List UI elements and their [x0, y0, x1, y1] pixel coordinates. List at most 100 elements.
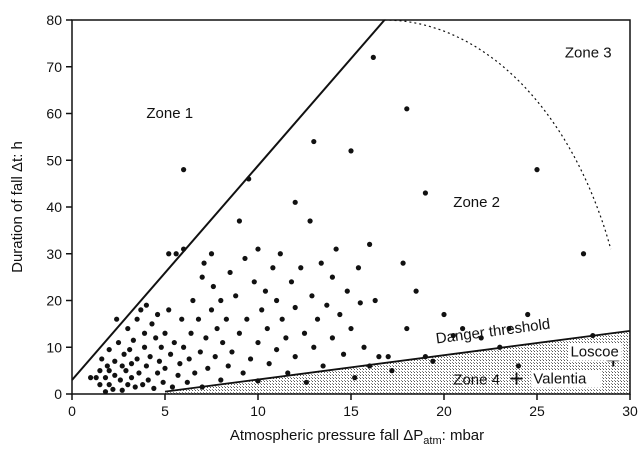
- data-point: [147, 354, 153, 360]
- x-tick-label: 10: [250, 403, 266, 419]
- data-point: [404, 325, 410, 332]
- zone-1-boundary-line: [71, 19, 386, 381]
- data-point: [352, 375, 358, 381]
- station-label-background: [568, 343, 622, 361]
- data-point: [102, 389, 109, 395]
- data-point: [385, 354, 391, 360]
- data-point: [292, 199, 298, 205]
- data-point: [138, 307, 144, 313]
- data-point: [279, 316, 285, 322]
- data-point: [329, 274, 335, 280]
- data-point: [179, 316, 185, 322]
- data-point: [270, 265, 276, 271]
- data-point: [106, 346, 112, 353]
- x-tick-label: 15: [343, 403, 359, 419]
- zone-label: Zone 3: [565, 44, 612, 61]
- station-markers: Loscoe Valentia: [510, 343, 622, 388]
- data-point: [389, 368, 395, 374]
- data-point: [110, 386, 116, 392]
- x-tick-label: 25: [529, 403, 545, 419]
- data-point: [450, 332, 456, 339]
- data-point: [266, 361, 272, 367]
- data-point: [255, 246, 261, 252]
- data-point: [348, 148, 354, 154]
- data-point: [329, 335, 335, 341]
- x-tick-label: 20: [436, 403, 452, 419]
- data-point: [361, 344, 367, 350]
- data-point: [337, 311, 343, 318]
- x-axis-label-main: Atmospheric pressure fall ΔP: [230, 427, 423, 444]
- data-point: [301, 330, 308, 336]
- data-point: [506, 325, 512, 332]
- data-point: [128, 375, 135, 381]
- x-axis-label-subscript: atm: [423, 435, 441, 447]
- x-tick-label: 30: [622, 403, 638, 419]
- data-point: [288, 279, 295, 285]
- data-point: [130, 337, 136, 343]
- data-point: [240, 370, 246, 376]
- data-point: [262, 288, 269, 294]
- data-point: [236, 218, 242, 224]
- data-point: [140, 382, 146, 388]
- data-point: [413, 288, 419, 294]
- data-point: [128, 361, 135, 367]
- data-point: [441, 311, 447, 318]
- data-point: [114, 316, 120, 322]
- zone-label: Zone 1: [146, 105, 193, 122]
- data-point: [145, 377, 151, 383]
- y-axis-ticks: 0 10 20 30 40 50 60 70 80: [46, 12, 72, 402]
- data-point: [104, 363, 110, 369]
- data-point: [218, 377, 224, 383]
- data-point: [324, 302, 330, 308]
- data-point: [348, 325, 354, 332]
- data-point: [311, 138, 317, 145]
- data-point: [88, 375, 94, 381]
- data-point: [580, 251, 587, 257]
- data-point: [160, 379, 166, 385]
- y-tick-label: 20: [46, 293, 62, 309]
- y-axis-label: Duration of fall Δt: h: [9, 141, 26, 273]
- x-tick-label: 0: [68, 403, 76, 419]
- data-point: [199, 384, 205, 390]
- data-point: [123, 368, 129, 374]
- data-point: [212, 354, 218, 360]
- data-point: [132, 384, 138, 390]
- data-point: [259, 307, 265, 313]
- station-label-background: [531, 370, 601, 388]
- data-point: [515, 363, 522, 369]
- data-point: [367, 241, 373, 247]
- data-point: [201, 260, 207, 266]
- data-point: [115, 339, 122, 346]
- y-tick-label: 40: [46, 199, 62, 215]
- data-point: [233, 293, 239, 299]
- data-point: [285, 370, 291, 376]
- zone-labels: Zone 1 Zone 2 Zone 3 Zone 4: [146, 44, 611, 388]
- data-point: [186, 356, 192, 362]
- data-point: [141, 330, 148, 336]
- y-tick-label: 30: [46, 246, 62, 262]
- zone-label: Zone 2: [453, 194, 500, 211]
- data-point: [166, 251, 172, 257]
- data-point: [274, 297, 280, 304]
- data-point: [255, 378, 261, 384]
- data-point: [171, 339, 177, 346]
- data-point: [497, 344, 503, 350]
- data-point: [247, 356, 254, 362]
- station-label: Valentia: [533, 371, 587, 388]
- data-point: [283, 335, 289, 341]
- x-tick-label: 5: [161, 403, 169, 419]
- station-label: Loscoe: [570, 344, 618, 361]
- data-point: [208, 307, 215, 313]
- data-point: [117, 377, 123, 383]
- data-point: [154, 311, 161, 318]
- data-point: [355, 265, 362, 271]
- data-point: [134, 356, 140, 362]
- data-point: [99, 356, 105, 362]
- data-point: [229, 349, 235, 355]
- data-point: [218, 297, 224, 304]
- data-point: [277, 251, 283, 257]
- data-point: [318, 260, 324, 266]
- data-point: [307, 218, 313, 224]
- data-point: [344, 288, 350, 294]
